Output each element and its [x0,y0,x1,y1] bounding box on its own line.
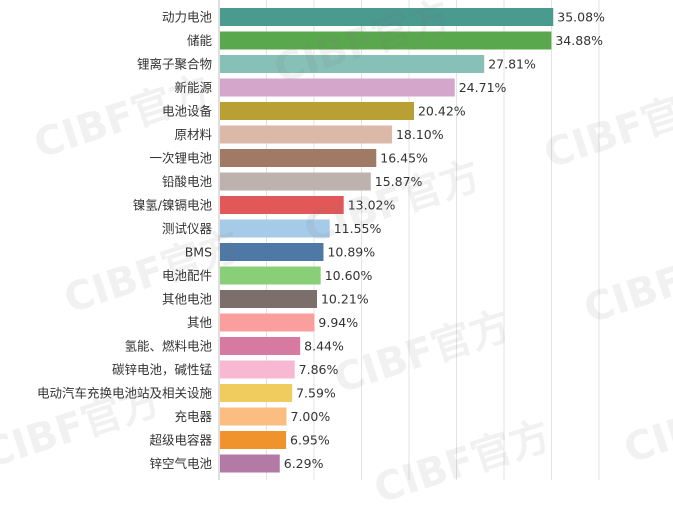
value-label: 9.94% [318,315,358,330]
value-label: 15.87% [375,174,423,189]
category-label: 镍氢/镍镉电池 [133,198,213,213]
category-label: 测试仪器 [162,221,213,236]
bar [220,360,295,379]
bar [220,55,485,73]
category-label: 电动汽车充换电池站及相关设施 [37,386,213,401]
bar [220,149,377,167]
bar [220,431,287,449]
bar-chart: 动力电池 35.08% 储能 34.88% 锂离子聚合物 27.81% 新能源 24.71% 电… [37,0,605,480]
bar [220,8,554,26]
bar [220,313,315,332]
category-label: 其他 [187,315,213,330]
value-label: 11.55% [334,221,382,236]
bar [220,337,301,355]
value-label: 27.81% [488,57,536,72]
category-label: 锂离子聚合物 [137,57,212,72]
bar [220,31,552,50]
value-label: 24.71% [459,80,507,95]
bar [220,266,321,285]
bar [220,243,324,261]
category-label: 充电器 [174,409,212,424]
category-label: 电池设备 [162,104,213,119]
bar [220,78,455,97]
value-label: 35.08% [557,10,605,25]
value-label: 10.21% [321,292,369,307]
bar [220,290,317,308]
value-label: 6.29% [284,456,324,471]
bar [220,172,371,191]
value-label: 6.95% [290,433,330,448]
category-label: 新能源 [174,80,212,95]
value-label: 10.60% [325,268,373,283]
value-label: 20.42% [418,104,466,119]
bar [220,125,392,144]
category-label: 电池配件 [162,268,212,283]
bar [220,219,330,238]
category-label: 铅酸电池 [162,174,213,189]
value-label: 8.44% [304,339,344,354]
value-label: 16.45% [380,151,428,166]
bar [220,384,293,402]
bar [220,102,414,120]
category-label: 锌空气电池 [149,456,212,471]
value-label: 7.59% [296,386,336,401]
value-label: 34.88% [555,33,603,48]
category-label: 超级电容器 [149,433,212,448]
value-label: 10.89% [327,245,375,260]
category-label: BMS [185,245,212,260]
value-label: 7.86% [299,362,339,377]
category-label: 碳锌电池，碱性锰 [112,362,213,377]
value-label: 13.02% [348,198,396,213]
value-label: 18.10% [396,127,444,142]
category-label: 其他电池 [162,292,213,307]
category-label: 动力电池 [162,10,213,25]
value-label: 7.00% [291,409,331,424]
bar [220,454,280,473]
category-label: 一次锂电池 [149,151,212,166]
category-label: 氢能、燃料电池 [124,339,212,354]
category-label: 储能 [187,33,213,48]
category-label: 原材料 [174,127,212,142]
bar [220,407,287,426]
bar [220,196,344,214]
